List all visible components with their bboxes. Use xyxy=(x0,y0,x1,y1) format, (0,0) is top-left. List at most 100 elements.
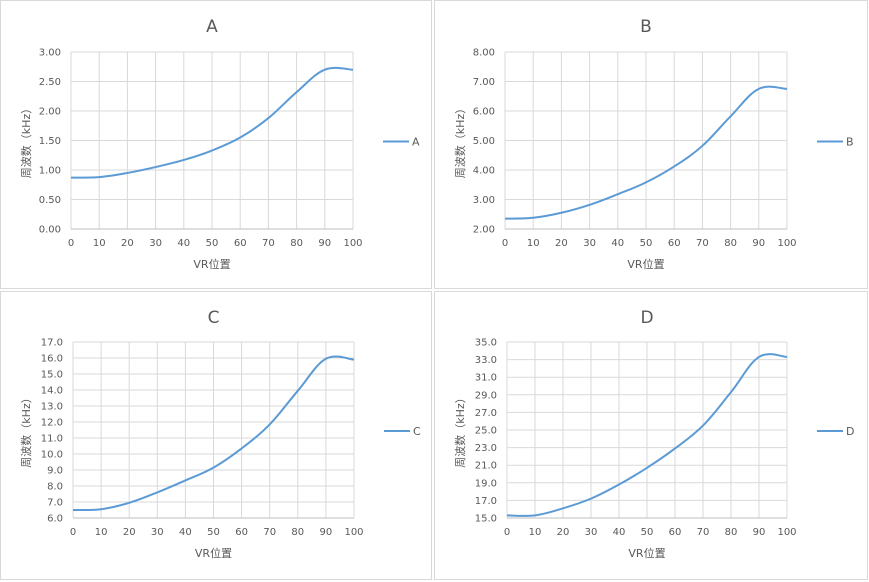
y-tick-label: 15.0 xyxy=(475,514,497,525)
x-tick-label: 10 xyxy=(529,527,542,538)
x-tick-label: 80 xyxy=(724,238,737,249)
chart-panel-c: C 6.0 7.0 8.0 9.0 10.0 11.0 12.0 13.0 14.0 15.0 16.… xyxy=(0,291,432,580)
y-tick-label: 16.0 xyxy=(41,354,63,365)
x-tick-label: 90 xyxy=(318,238,331,249)
y-tick-label: 17.0 xyxy=(475,496,497,507)
y-axis-label: 周波数（kHz） xyxy=(454,392,467,467)
x-tick-label: 20 xyxy=(555,238,568,249)
x-tick-label: 70 xyxy=(697,527,710,538)
x-tick-label: 70 xyxy=(696,238,709,249)
chart-panel-b: B 2.00 3.00 4.00 5.00 6.00 7.00 8.00 0 10 20 30 40 50… xyxy=(434,0,868,289)
x-tick-label: 0 xyxy=(502,238,508,249)
x-tick-label: 20 xyxy=(121,238,134,249)
y-tick-label: 0.00 xyxy=(39,225,61,236)
x-tick-label: 40 xyxy=(611,238,624,249)
x-tick-label: 100 xyxy=(777,238,796,249)
y-tick-label: 17.0 xyxy=(41,338,63,349)
x-tick-label: 60 xyxy=(668,238,681,249)
y-tick-label: 5.00 xyxy=(473,136,495,147)
x-tick-label: 80 xyxy=(290,238,303,249)
x-tick-label: 10 xyxy=(95,527,108,538)
x-tick-label: 70 xyxy=(263,527,276,538)
y-tick-label: 6.00 xyxy=(473,107,495,118)
series-line-B xyxy=(504,85,788,220)
y-tick-label: 2.50 xyxy=(39,77,61,88)
y-tick-label: 15.0 xyxy=(41,370,63,381)
y-tick-label: 0.50 xyxy=(39,195,61,206)
y-tick-label: 27.0 xyxy=(475,408,497,419)
x-axis-label: VR位置 xyxy=(195,546,232,560)
x-tick-label: 0 xyxy=(504,527,510,538)
x-tick-label: 40 xyxy=(177,238,190,249)
x-tick-label: 30 xyxy=(583,238,596,249)
y-tick-label: 6.0 xyxy=(47,514,63,525)
x-tick-label: 80 xyxy=(725,527,738,538)
x-tick-label: 30 xyxy=(149,238,162,249)
y-axis-label: 周波数（kHz） xyxy=(454,103,467,178)
chart-panel-a: A 0.00 0.50 1.00 1.50 2.00 2.50 3.00 0 10 20 30 40 50… xyxy=(0,0,432,289)
y-axis-label: 周波数（kHz） xyxy=(20,103,33,178)
x-tick-label: 80 xyxy=(291,527,304,538)
chart-title: D xyxy=(640,308,653,328)
x-tick-label: 50 xyxy=(640,238,653,249)
y-tick-label: 2.00 xyxy=(473,225,495,236)
chart-svg-0: A 0.00 0.50 1.00 1.50 2.00 2.50 3.00 0 10 20 30 40 50… xyxy=(20,17,420,271)
y-tick-label: 7.0 xyxy=(47,498,63,509)
chart-title: A xyxy=(206,17,218,37)
x-tick-label: 90 xyxy=(320,527,333,538)
y-tick-label: 10.0 xyxy=(41,450,63,461)
x-axis-label: VR位置 xyxy=(628,546,665,560)
y-tick-label: 4.00 xyxy=(473,166,495,177)
x-axis-label: VR位置 xyxy=(627,257,664,271)
chart-svg-3: D 15.0 17.0 19.0 21.0 23.0 25.0 27.0 29.0 31.0 33.… xyxy=(454,308,854,560)
chart-svg-1: B 2.00 3.00 4.00 5.00 6.00 7.00 8.00 0 10 20 30 40 50… xyxy=(454,17,854,271)
y-tick-label: 29.0 xyxy=(475,390,497,401)
x-tick-label: 40 xyxy=(613,527,626,538)
x-tick-label: 30 xyxy=(151,527,164,538)
y-tick-label: 8.00 xyxy=(473,48,495,59)
x-tick-label: 0 xyxy=(70,527,76,538)
series-line-A xyxy=(70,66,354,179)
x-tick-label: 100 xyxy=(777,527,796,538)
x-tick-label: 30 xyxy=(585,527,598,538)
x-tick-label: 100 xyxy=(343,238,362,249)
y-tick-label: 3.00 xyxy=(473,195,495,206)
chart-panel-d: D 15.0 17.0 19.0 21.0 23.0 25.0 27.0 29.0 31.0 33.… xyxy=(434,291,868,580)
y-tick-label: 25.0 xyxy=(475,426,497,437)
y-tick-label: 21.0 xyxy=(475,461,497,472)
x-tick-label: 0 xyxy=(68,238,74,249)
y-tick-label: 8.0 xyxy=(47,482,63,493)
legend-label: B xyxy=(846,136,854,149)
x-tick-label: 10 xyxy=(527,238,540,249)
x-tick-label: 60 xyxy=(234,238,247,249)
x-tick-label: 50 xyxy=(207,527,220,538)
legend-label: C xyxy=(413,425,421,438)
x-tick-label: 60 xyxy=(235,527,248,538)
x-tick-label: 60 xyxy=(669,527,682,538)
y-tick-label: 13.0 xyxy=(41,402,63,413)
y-axis-label: 周波数（kHz） xyxy=(20,392,33,467)
x-tick-label: 40 xyxy=(179,527,192,538)
y-tick-label: 1.00 xyxy=(39,166,61,177)
y-tick-label: 3.00 xyxy=(39,48,61,59)
x-tick-label: 100 xyxy=(344,527,363,538)
y-tick-label: 14.0 xyxy=(41,386,63,397)
y-tick-label: 7.00 xyxy=(473,77,495,88)
x-tick-label: 50 xyxy=(206,238,219,249)
legend-label: D xyxy=(846,425,854,438)
chart-title: C xyxy=(208,308,220,328)
y-tick-label: 19.0 xyxy=(475,478,497,489)
x-tick-label: 20 xyxy=(557,527,570,538)
y-tick-label: 1.50 xyxy=(39,136,61,147)
x-tick-label: 20 xyxy=(123,527,136,538)
chart-svg-2: C 6.0 7.0 8.0 9.0 10.0 11.0 12.0 13.0 14.0 15.0 16.… xyxy=(20,308,421,560)
x-tick-label: 90 xyxy=(752,238,765,249)
x-tick-label: 10 xyxy=(93,238,106,249)
series-line-C xyxy=(72,355,355,512)
series-line-D xyxy=(506,353,788,517)
y-tick-label: 23.0 xyxy=(475,443,497,454)
x-tick-label: 90 xyxy=(753,527,766,538)
y-tick-label: 2.00 xyxy=(39,107,61,118)
y-tick-label: 11.0 xyxy=(41,434,63,445)
y-tick-label: 31.0 xyxy=(475,373,497,384)
